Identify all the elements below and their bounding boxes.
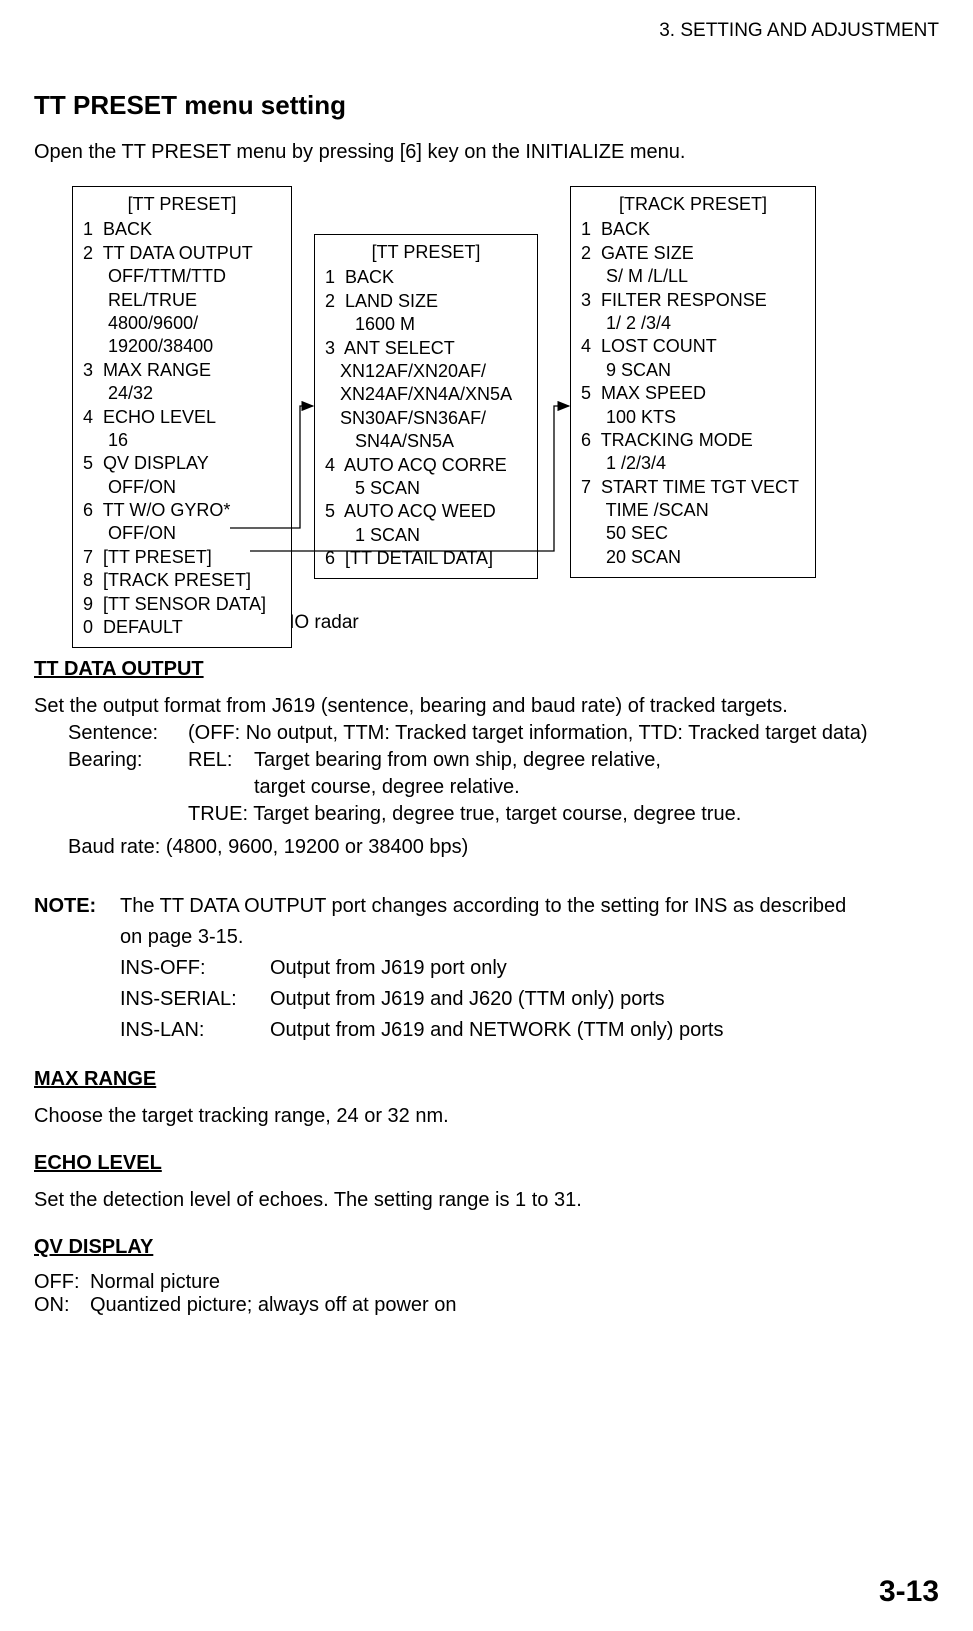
menu2-line: 5 AUTO ACQ WEED	[325, 500, 527, 523]
menu3-line: 1 BACK	[581, 218, 805, 241]
sentence-value: (OFF: No output, TTM: Tracked target inf…	[188, 720, 868, 747]
menu2-title: [TT PRESET]	[325, 241, 527, 264]
menu2-line: SN4A/SN5A	[325, 430, 527, 453]
menu3-line: 20 SCAN	[581, 546, 805, 569]
menu2-line: 3 ANT SELECT	[325, 337, 527, 360]
ins-serial-key: INS-SERIAL:	[120, 984, 270, 1015]
bearing-label: Bearing:	[68, 747, 188, 774]
menu2-line: 1600 M	[325, 313, 527, 336]
qv-on-val: Quantized picture; always off at power o…	[90, 1294, 457, 1317]
note-line2: on page 3-15.	[120, 922, 939, 953]
footnote-imo: *: Not on IMO radar	[194, 612, 939, 634]
note-block: NOTE: The TT DATA OUTPUT port changes ac…	[34, 891, 939, 1046]
menu1-line: 7 [TT PRESET]	[83, 546, 281, 569]
menu1-line: 3 MAX RANGE	[83, 359, 281, 382]
menu-diagram: [TT PRESET] 1 BACK 2 TT DATA OUTPUT OFF/…	[34, 186, 939, 606]
ins-lan-val: Output from J619 and NETWORK (TTM only) …	[270, 1015, 723, 1046]
menu1-line: 16	[83, 429, 281, 452]
header-section: 3. SETTING AND ADJUSTMENT	[34, 20, 939, 42]
ins-off-key: INS-OFF:	[120, 953, 270, 984]
menu3-line: 50 SEC	[581, 522, 805, 545]
menu1-line: 24/32	[83, 382, 281, 405]
note-label: NOTE:	[34, 891, 120, 1046]
menu2-line: 4 AUTO ACQ CORRE	[325, 454, 527, 477]
ins-serial-val: Output from J619 and J620 (TTM only) por…	[270, 984, 665, 1015]
menu1-line: OFF/ON	[83, 476, 281, 499]
menu3-line: 5 MAX SPEED	[581, 382, 805, 405]
menu3-line: 100 KTS	[581, 406, 805, 429]
menu2-line: 1 BACK	[325, 266, 527, 289]
menu1-title: [TT PRESET]	[83, 193, 281, 216]
menu1-line: 5 QV DISPLAY	[83, 452, 281, 475]
tt-data-lead: Set the output format from J619 (sentenc…	[34, 693, 939, 720]
menu2-line: 1 SCAN	[325, 524, 527, 547]
heading-qv-display: QV DISPLAY	[34, 1236, 939, 1259]
menu3-line: 9 SCAN	[581, 359, 805, 382]
menu1-line: 0 DEFAULT	[83, 616, 281, 639]
menu1-line: 1 BACK	[83, 218, 281, 241]
menu1-line: 4 ECHO LEVEL	[83, 406, 281, 429]
menu-box-tt-preset-sub: [TT PRESET] 1 BACK 2 LAND SIZE 1600 M 3 …	[314, 234, 538, 579]
heading-echo-level: ECHO LEVEL	[34, 1152, 939, 1175]
menu1-line: 19200/38400	[83, 335, 281, 358]
bearing-rel-line2: target course, degree relative.	[68, 774, 939, 801]
menu1-line: OFF/ON	[83, 522, 281, 545]
menu2-line: 5 SCAN	[325, 477, 527, 500]
heading-max-range: MAX RANGE	[34, 1068, 939, 1091]
menu3-line: 2 GATE SIZE	[581, 242, 805, 265]
menu2-line: 6 [TT DETAIL DATA]	[325, 547, 527, 570]
menu1-line: 9 [TT SENSOR DATA]	[83, 593, 281, 616]
menu3-line: 1 /2/3/4	[581, 452, 805, 475]
qv-off-key: OFF:	[34, 1271, 90, 1294]
note-line1: The TT DATA OUTPUT port changes accordin…	[120, 891, 939, 922]
qv-off-val: Normal picture	[90, 1271, 220, 1294]
page-number: 3-13	[879, 1575, 939, 1609]
menu3-line: 6 TRACKING MODE	[581, 429, 805, 452]
ins-lan-key: INS-LAN:	[120, 1015, 270, 1046]
menu3-line: 4 LOST COUNT	[581, 335, 805, 358]
heading-tt-data-output: TT DATA OUTPUT	[34, 658, 939, 681]
bearing-rel-label: REL:	[188, 747, 254, 774]
menu3-line: S/ M /L/LL	[581, 265, 805, 288]
page: 3. SETTING AND ADJUSTMENT TT PRESET menu…	[0, 0, 973, 1631]
intro-text: Open the TT PRESET menu by pressing [6] …	[34, 139, 939, 166]
menu1-line: 4800/9600/	[83, 312, 281, 335]
baud-rate: Baud rate: (4800, 9600, 19200 or 38400 b…	[34, 834, 939, 861]
qv-on-key: ON:	[34, 1294, 90, 1317]
bearing-rel-line1: Target bearing from own ship, degree rel…	[254, 747, 661, 774]
ins-off-val: Output from J619 port only	[270, 953, 507, 984]
menu-box-tt-preset-main: [TT PRESET] 1 BACK 2 TT DATA OUTPUT OFF/…	[72, 186, 292, 648]
echo-level-body: Set the detection level of echoes. The s…	[34, 1187, 939, 1214]
menu2-line: XN12AF/XN20AF/	[325, 360, 527, 383]
menu2-line: 2 LAND SIZE	[325, 290, 527, 313]
page-title: TT PRESET menu setting	[34, 90, 939, 121]
menu3-line: 3 FILTER RESPONSE	[581, 289, 805, 312]
menu2-line: XN24AF/XN4A/XN5A	[325, 383, 527, 406]
max-range-body: Choose the target tracking range, 24 or …	[34, 1103, 939, 1130]
tt-data-body: Set the output format from J619 (sentenc…	[34, 693, 939, 861]
menu1-line: OFF/TTM/TTD	[83, 265, 281, 288]
menu1-line: 2 TT DATA OUTPUT	[83, 242, 281, 265]
menu1-line: 6 TT W/O GYRO*	[83, 499, 281, 522]
menu1-line: REL/TRUE	[83, 289, 281, 312]
menu3-line: 1/ 2 /3/4	[581, 312, 805, 335]
menu1-line: 8 [TRACK PRESET]	[83, 569, 281, 592]
bearing-true: TRUE: Target bearing, degree true, targe…	[68, 801, 939, 828]
menu3-title: [TRACK PRESET]	[581, 193, 805, 216]
menu2-line: SN30AF/SN36AF/	[325, 407, 527, 430]
sentence-label: Sentence:	[68, 720, 188, 747]
menu3-line: 7 START TIME TGT VECT	[581, 476, 805, 499]
menu-box-track-preset: [TRACK PRESET] 1 BACK 2 GATE SIZE S/ M /…	[570, 186, 816, 578]
menu3-line: TIME /SCAN	[581, 499, 805, 522]
